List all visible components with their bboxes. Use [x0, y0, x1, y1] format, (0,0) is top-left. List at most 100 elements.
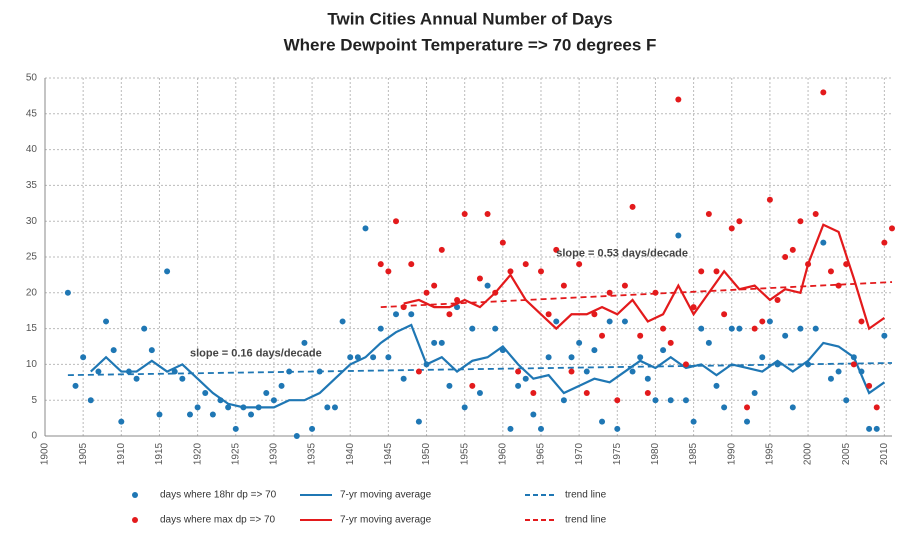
data-point [652, 397, 659, 404]
data-point [553, 246, 560, 253]
data-point [873, 425, 880, 432]
data-point [614, 425, 621, 432]
data-point [408, 261, 415, 268]
data-point [522, 261, 529, 268]
data-point [591, 311, 598, 318]
x-tick-label: 1940 [345, 442, 356, 465]
x-tick-label: 1965 [536, 442, 547, 465]
data-point [438, 246, 445, 253]
data-point [583, 368, 590, 375]
data-point [507, 268, 514, 275]
data-point [698, 325, 705, 332]
data-point [354, 354, 361, 361]
y-tick-label: 15 [26, 323, 38, 334]
data-point [347, 354, 354, 361]
data-point [385, 354, 392, 361]
x-tick-label: 1920 [192, 442, 203, 465]
data-point [744, 418, 751, 425]
data-point [606, 318, 613, 325]
moving-average-line [90, 323, 886, 409]
y-tick-label: 10 [26, 359, 38, 370]
legend-symbol [132, 492, 138, 498]
data-point [591, 347, 598, 354]
data-point [202, 390, 209, 397]
data-point [766, 318, 773, 325]
x-tick-label: 1910 [116, 442, 127, 465]
data-point [751, 325, 758, 332]
data-point [705, 339, 712, 346]
y-tick-label: 30 [26, 216, 38, 227]
data-point [682, 397, 689, 404]
x-tick-label: 2010 [879, 442, 890, 465]
data-point [660, 325, 667, 332]
data-point [675, 96, 682, 103]
data-point [629, 203, 636, 210]
data-point [835, 368, 842, 375]
x-tick-label: 1955 [459, 442, 470, 465]
data-point [484, 282, 491, 289]
data-point [553, 318, 560, 325]
data-point [141, 325, 148, 332]
data-point [431, 339, 438, 346]
data-point [736, 325, 743, 332]
x-tick-label: 1905 [78, 442, 89, 465]
data-point [682, 361, 689, 368]
data-point [690, 304, 697, 311]
data-point [507, 425, 514, 432]
data-point [461, 404, 468, 411]
x-tick-label: 1960 [497, 442, 508, 465]
data-point [637, 332, 644, 339]
data-point [599, 418, 606, 425]
data-point [690, 418, 697, 425]
data-point [850, 361, 857, 368]
legend-label: days where max dp => 70 [160, 515, 276, 526]
data-point [759, 318, 766, 325]
y-tick-label: 20 [26, 287, 38, 298]
y-tick-label: 40 [26, 144, 38, 155]
data-point [400, 375, 407, 382]
data-point [774, 296, 781, 303]
data-point [301, 339, 308, 346]
data-point [80, 354, 87, 361]
data-point [576, 339, 583, 346]
data-point [385, 268, 392, 275]
x-tick-label: 1915 [154, 442, 165, 465]
data-point [599, 332, 606, 339]
data-point [484, 211, 491, 218]
data-point [461, 211, 468, 218]
data-point [64, 289, 71, 296]
data-point [560, 282, 567, 289]
data-point [820, 239, 827, 246]
data-point [87, 397, 94, 404]
data-point [454, 296, 461, 303]
data-point [721, 404, 728, 411]
x-tick-label: 1995 [765, 442, 776, 465]
data-point [644, 375, 651, 382]
x-tick-label: 1935 [307, 442, 318, 465]
data-point [537, 268, 544, 275]
data-point [889, 225, 895, 232]
data-point [377, 261, 384, 268]
data-point [759, 354, 766, 361]
data-point [377, 325, 384, 332]
annotation: slope = 0.53 days/decade [556, 247, 688, 259]
data-point [331, 404, 338, 411]
trend-line [380, 281, 893, 309]
data-point [644, 390, 651, 397]
data-point [431, 282, 438, 289]
data-point [866, 382, 873, 389]
data-point [858, 318, 865, 325]
annotation: slope = 0.16 days/decade [190, 348, 322, 360]
data-point [110, 347, 117, 354]
data-point [103, 318, 110, 325]
data-point [278, 382, 285, 389]
data-point [515, 382, 522, 389]
data-point [492, 325, 499, 332]
data-point [270, 397, 277, 404]
legend-label: 7-yr moving average [340, 490, 432, 501]
data-point [476, 275, 483, 282]
data-point [148, 347, 155, 354]
data-point [156, 411, 163, 418]
legend-label: 7-yr moving average [340, 515, 432, 526]
y-tick-label: 25 [26, 252, 38, 263]
